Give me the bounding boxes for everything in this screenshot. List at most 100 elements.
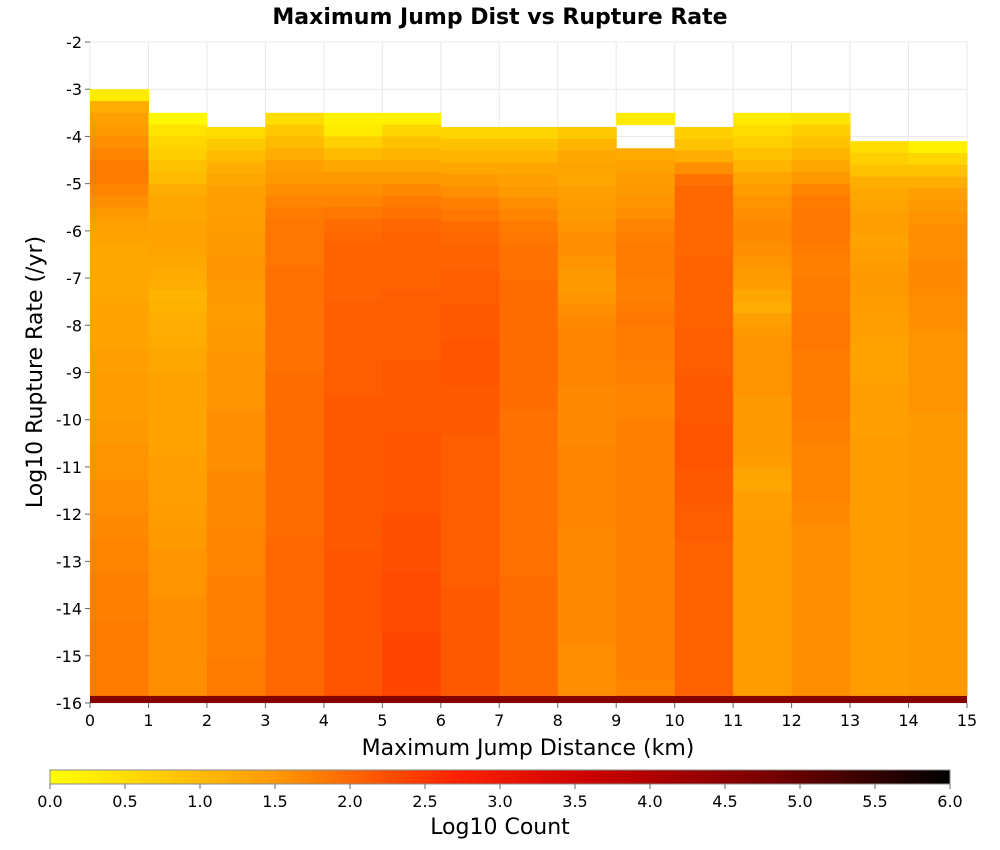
heatmap-cell [674, 150, 734, 163]
heatmap-cell [733, 313, 793, 326]
heatmap-cell [674, 599, 734, 612]
heatmap-cell [323, 443, 383, 456]
heatmap-cell [733, 254, 793, 267]
heatmap-cell [733, 348, 793, 362]
heatmap-cell [148, 584, 208, 598]
heatmap-cell [382, 407, 442, 421]
heatmap-cell [265, 148, 325, 161]
heatmap-cell [499, 681, 559, 695]
heatmap-cell [148, 537, 208, 551]
heatmap-cell [674, 433, 734, 447]
heatmap-cell [557, 610, 617, 624]
heatmap-cell [557, 174, 617, 187]
heatmap-cell [499, 268, 559, 281]
heatmap-cell [265, 219, 325, 232]
heatmap-cell [557, 669, 617, 683]
heatmap-cell [323, 384, 383, 397]
heatmap-cell [323, 584, 383, 598]
heatmap-cell [499, 528, 559, 541]
heatmap-cell [323, 360, 383, 373]
heatmap-cell [382, 301, 442, 314]
heatmap-cell [323, 478, 383, 492]
heatmap-cell [206, 693, 266, 697]
heatmap-cell [440, 410, 500, 423]
heatmap-cell [265, 124, 325, 137]
heatmap-cell [499, 315, 559, 329]
heatmap-cell [499, 292, 559, 305]
heatmap-cell [206, 209, 266, 222]
heatmap-cell [440, 174, 500, 187]
heatmap-cell [674, 634, 734, 647]
heatmap-cell [908, 318, 968, 331]
heatmap-cell [90, 549, 149, 562]
heatmap-cell [616, 396, 676, 409]
heatmap-cell [733, 655, 793, 669]
heatmap-cell [440, 363, 500, 376]
heatmap-cell [265, 266, 325, 279]
heatmap-cell [265, 278, 325, 291]
heatmap-cell [323, 124, 383, 137]
heatmap-cell [148, 124, 208, 137]
heatmap-cell [557, 327, 617, 340]
heatmap-cell [265, 478, 325, 492]
heatmap-cell [908, 672, 968, 685]
heatmap-cell [616, 655, 676, 669]
heatmap-cell [557, 256, 617, 270]
heatmap-cell [908, 471, 968, 484]
heatmap-cell [499, 221, 559, 234]
heatmap-cell [850, 636, 910, 650]
heatmap-cell [323, 537, 383, 551]
heatmap-cell [382, 525, 442, 539]
heatmap-cell [908, 448, 968, 461]
heatmap-cell [557, 504, 617, 518]
heatmap-cell [148, 254, 208, 267]
heatmap-cell [90, 148, 149, 161]
heatmap-cell [323, 620, 383, 633]
heatmap-cell [674, 563, 734, 577]
heatmap-cell [850, 270, 910, 284]
heatmap-cell [908, 495, 968, 508]
heatmap-cell [206, 233, 266, 246]
heatmap-cell [90, 502, 149, 515]
heatmap-cell [206, 398, 266, 411]
heatmap-cell [674, 445, 734, 458]
heatmap-cell [382, 466, 442, 480]
heatmap-cell [90, 325, 149, 338]
heatmap-cell [382, 148, 442, 161]
heatmap-cell [206, 138, 266, 152]
heatmap-cell [90, 242, 149, 255]
heatmap-cell [557, 292, 617, 305]
heatmap-cell [440, 374, 500, 388]
heatmap-cell [148, 136, 208, 149]
heatmap-cell [674, 575, 734, 588]
heatmap-cell [616, 112, 676, 126]
heatmap-cell [206, 292, 266, 305]
heatmap-cell [850, 495, 910, 508]
heatmap-cell [90, 561, 149, 574]
heatmap-cell [850, 247, 910, 260]
heatmap-cell [908, 577, 968, 591]
heatmap-cell [206, 339, 266, 352]
heatmap-cell [148, 384, 208, 397]
heatmap-cell [616, 525, 676, 539]
heatmap-cell [908, 542, 968, 555]
y-tick-label: -4 [66, 127, 82, 146]
heatmap-cell [440, 351, 500, 364]
heatmap-cell [850, 672, 910, 685]
heatmap-cell [499, 280, 559, 293]
heatmap-cell [850, 306, 910, 319]
heatmap-cell [148, 207, 208, 220]
heatmap-cell [323, 171, 383, 185]
heatmap-cell [616, 620, 676, 633]
heatmap-cell [265, 502, 325, 515]
heatmap-cell [557, 599, 617, 612]
heatmap-cell [499, 504, 559, 518]
heatmap-cell [616, 667, 676, 680]
heatmap-cell [733, 514, 793, 527]
heatmap-cell [499, 551, 559, 565]
heatmap-cell [90, 348, 149, 362]
heatmap-cell [148, 160, 208, 173]
heatmap-cell [616, 632, 676, 645]
heatmap-cell [90, 101, 149, 114]
